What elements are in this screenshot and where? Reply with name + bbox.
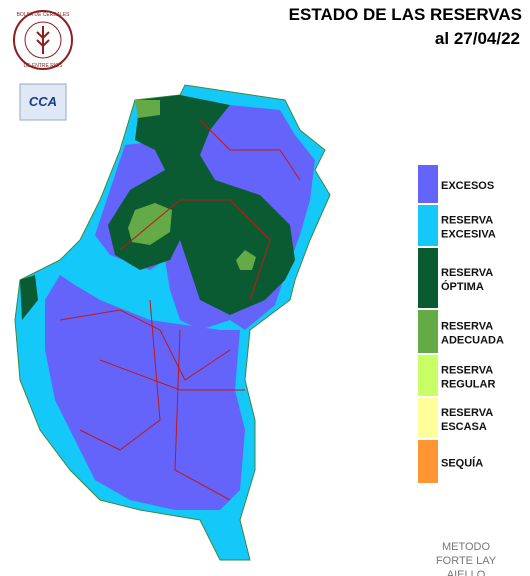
legend-label: ESCASA: [441, 421, 487, 433]
logo-inner: [24, 21, 62, 59]
legend-swatch: [418, 398, 438, 438]
legend-label: RESERVA: [441, 267, 493, 279]
legend-label: ADECUADA: [441, 335, 504, 347]
legend-label: EXCESOS: [441, 180, 494, 192]
badge: [19, 83, 67, 121]
method-line: METODO: [442, 541, 491, 553]
legend-label: ÓPTIMA: [441, 280, 484, 293]
legend-swatch: [418, 248, 438, 308]
legend-label: RESERVA: [441, 365, 493, 377]
logo-top: BOLSA DE CEREALES: [17, 12, 70, 18]
departments: [59, 119, 301, 501]
badge-text: CCA: [29, 94, 57, 109]
logo-wheat: [36, 26, 50, 54]
legend-label: RESERVA: [441, 215, 493, 227]
map: [14, 84, 331, 561]
legend: EXCESOSRESERVAEXCESIVARESERVAÓPTIMARESER…: [418, 165, 504, 483]
legend-label: REGULAR: [441, 379, 495, 391]
legend-label: RESERVA: [441, 407, 493, 419]
method: METODO FORTE LAY AIELLO: [436, 541, 497, 576]
legend-swatch: [418, 205, 438, 246]
title: ESTADO DE LAS RESERVAS: [289, 5, 522, 24]
method-line: FORTE LAY: [436, 555, 497, 567]
method-line: AIELLO: [447, 569, 486, 576]
legend-swatch: [418, 310, 438, 353]
region-adecuada-2: [236, 250, 256, 270]
legend-label: RESERVA: [441, 321, 493, 333]
legend-swatch: [418, 440, 438, 483]
legend-swatch: [418, 165, 438, 203]
legend-swatch: [418, 355, 438, 396]
legend-label: SEQUÍA: [441, 457, 483, 470]
region-adecuada-3: [135, 100, 160, 118]
legend-label: EXCESIVA: [441, 229, 496, 241]
logo: BOLSA DE CEREALES DE ENTRE RIOS CCA: [13, 10, 73, 121]
logo-bottom: DE ENTRE RIOS: [24, 63, 64, 69]
region-optima-west: [20, 275, 38, 320]
date: al 27/04/22: [435, 29, 520, 48]
